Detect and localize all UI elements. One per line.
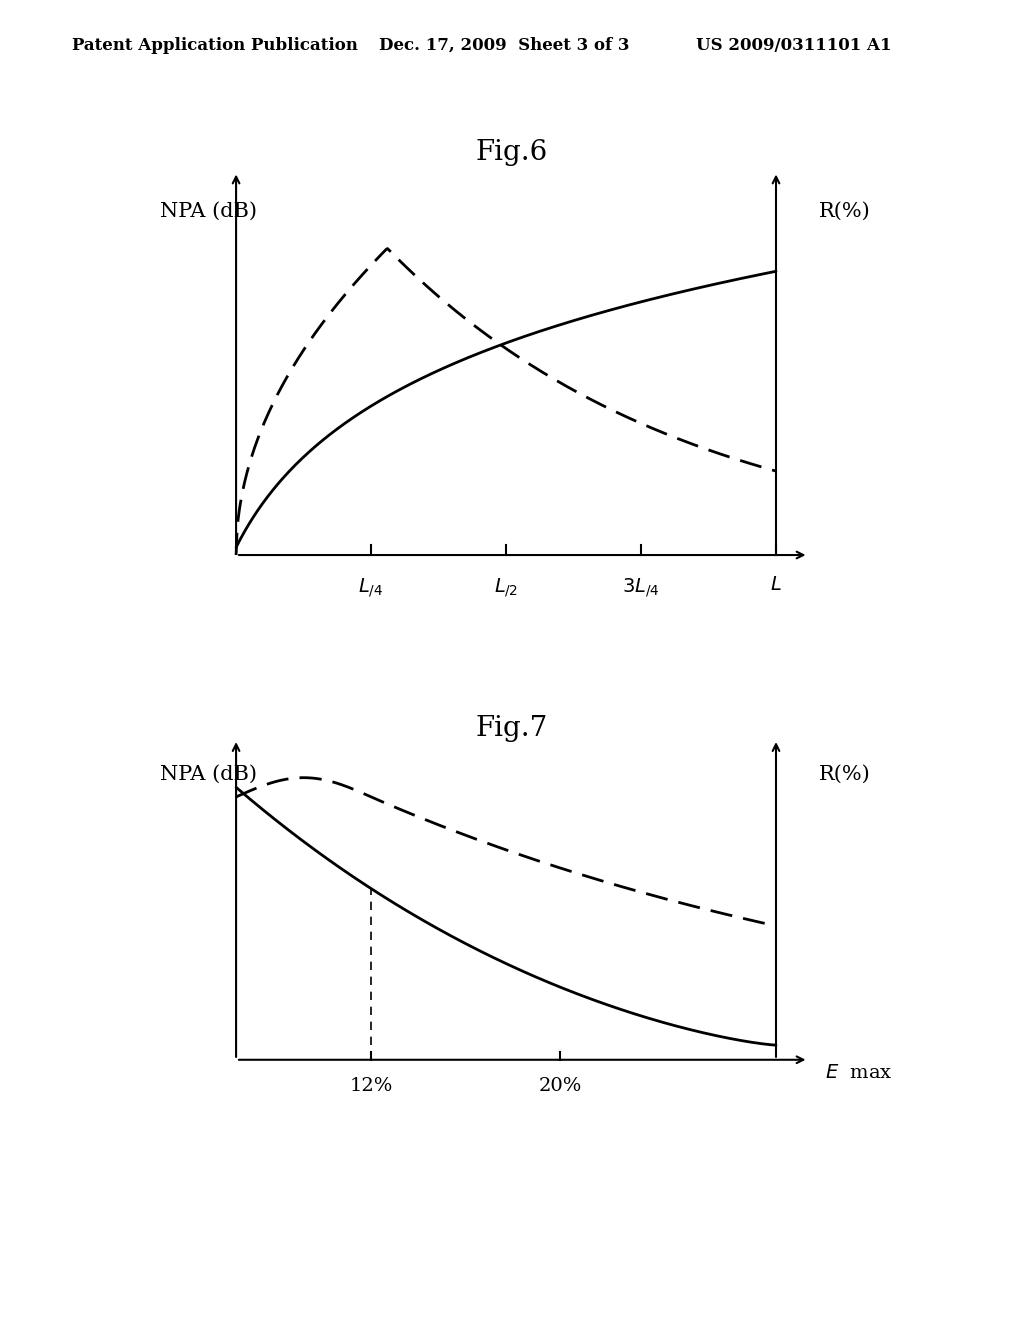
Text: Patent Application Publication: Patent Application Publication — [72, 37, 357, 54]
Text: $3\mathit{L}_{/4}$: $3\mathit{L}_{/4}$ — [623, 576, 659, 599]
Text: R(%): R(%) — [819, 202, 871, 222]
Text: $\mathit{L}_{/2}$: $\mathit{L}_{/2}$ — [494, 576, 518, 599]
Text: NPA (dB): NPA (dB) — [161, 202, 257, 222]
Text: $\mathit{L}_{/4}$: $\mathit{L}_{/4}$ — [358, 576, 384, 599]
Text: $\mathit{L}$: $\mathit{L}$ — [770, 576, 782, 594]
Text: Fig.6: Fig.6 — [476, 139, 548, 165]
Text: R(%): R(%) — [819, 764, 871, 784]
Text: Fig.7: Fig.7 — [476, 715, 548, 742]
Text: $E$  max: $E$ max — [824, 1064, 892, 1081]
Text: 20%: 20% — [539, 1077, 582, 1096]
Text: Dec. 17, 2009  Sheet 3 of 3: Dec. 17, 2009 Sheet 3 of 3 — [379, 37, 630, 54]
Text: NPA (dB): NPA (dB) — [161, 764, 257, 784]
Text: 12%: 12% — [349, 1077, 393, 1096]
Text: US 2009/0311101 A1: US 2009/0311101 A1 — [696, 37, 892, 54]
